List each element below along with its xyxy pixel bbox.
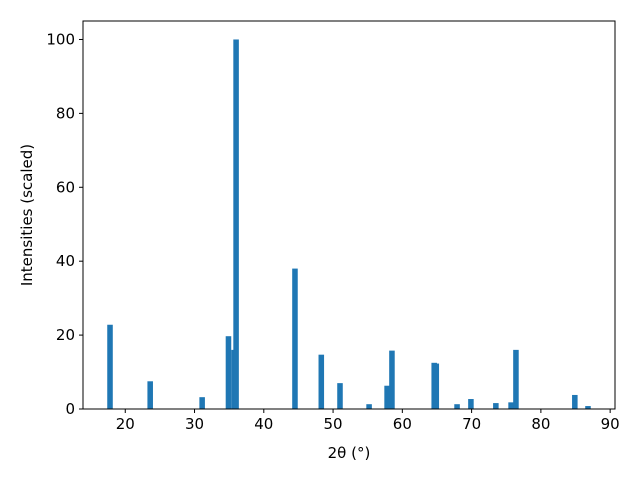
bar [233,39,239,409]
y-tick-label: 100 [46,30,75,48]
bar [337,383,343,409]
bar [468,399,474,409]
bar [199,397,205,409]
bar [292,268,298,409]
bar [366,404,372,409]
x-tick-label: 90 [601,415,620,433]
bar [107,324,113,409]
bar [513,349,519,409]
bar [147,381,153,409]
x-tick-label: 70 [462,415,481,433]
x-tick-label: 60 [393,415,412,433]
y-tick-label: 40 [56,252,75,270]
bar [572,394,578,409]
y-tick-label: 60 [56,178,75,196]
y-tick-label: 80 [56,104,75,122]
bar [384,385,390,409]
y-tick-label: 20 [56,326,75,344]
x-tick-label: 40 [254,415,273,433]
bar [225,336,232,409]
bar [454,404,460,409]
bar [318,354,325,409]
bar [508,402,514,409]
x-tick-label: 20 [116,415,135,433]
y-tick-label: 0 [65,400,75,418]
bar [433,363,440,409]
x-tick-label: 80 [531,415,550,433]
plot-frame [82,20,616,410]
bar [389,350,395,409]
y-axis-label: Intensities (scaled) [18,144,36,286]
x-tick-label: 30 [185,415,204,433]
bar [585,406,591,409]
x-tick-label: 50 [324,415,343,433]
bar [493,403,499,409]
x-axis-label: 2θ (°) [328,444,371,462]
